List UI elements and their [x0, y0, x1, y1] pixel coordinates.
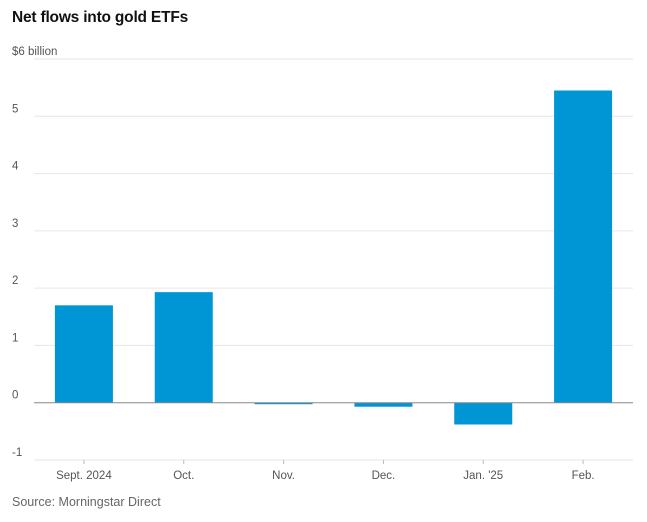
y-tick-label: $6 billion [12, 46, 57, 58]
y-axis-ticks: -1 0 1 2 3 4 5 $6 billion [12, 46, 57, 459]
chart-title: Net flows into gold ETFs [12, 9, 189, 26]
gridlines [34, 58, 633, 461]
source-note: Source: Morningstar Direct [12, 495, 161, 509]
y-tick-label: -1 [12, 447, 22, 459]
bar [54, 305, 113, 403]
bar [454, 402, 513, 425]
x-tick-label: Sept. 2024 [56, 470, 112, 482]
bar [554, 90, 613, 403]
bar [254, 402, 313, 405]
bar [154, 292, 213, 403]
y-tick-label: 5 [12, 103, 18, 115]
y-tick-label: 2 [12, 275, 18, 287]
x-axis-ticks: Sept. 2024 Oct. Nov. Dec. Jan. '25 Feb. [56, 460, 595, 482]
y-tick-label: 3 [12, 218, 18, 230]
bars [54, 90, 613, 425]
y-tick-label: 4 [12, 161, 19, 173]
bar [354, 402, 413, 407]
x-tick-label: Oct. [173, 470, 194, 482]
x-tick-label: Feb. [572, 470, 595, 482]
y-tick-label: 1 [12, 332, 18, 344]
x-tick-label: Jan. '25 [463, 470, 503, 482]
x-tick-label: Nov. [272, 470, 295, 482]
y-tick-label: 0 [12, 390, 18, 402]
x-tick-label: Dec. [372, 470, 396, 482]
